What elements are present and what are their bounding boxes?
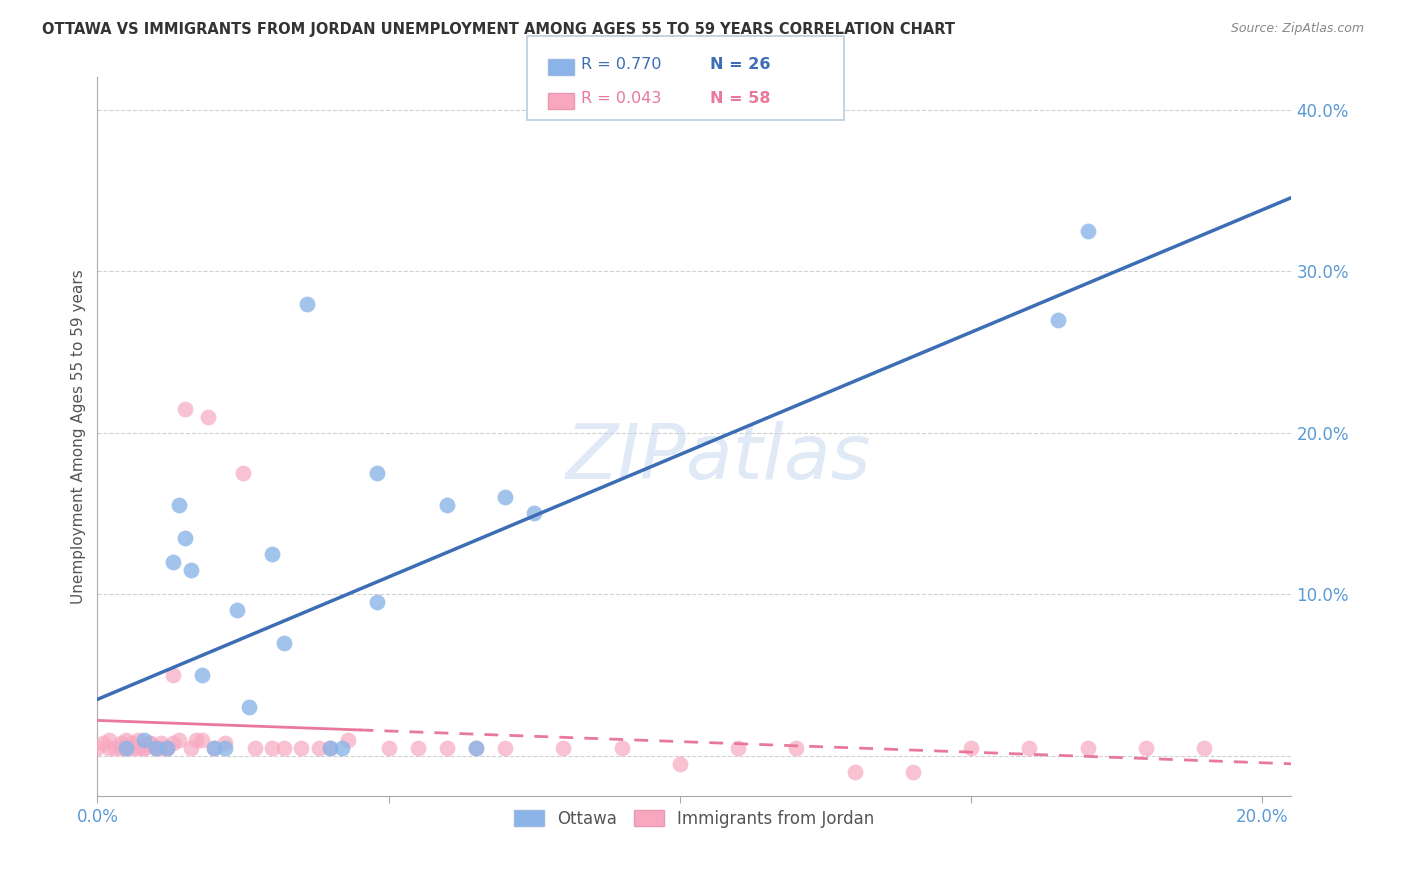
Point bbox=[156, 740, 179, 755]
Point bbox=[162, 668, 184, 682]
Point bbox=[167, 499, 190, 513]
Point bbox=[115, 740, 138, 755]
Point bbox=[121, 736, 143, 750]
Point bbox=[262, 547, 284, 561]
Point bbox=[319, 740, 342, 755]
Point bbox=[669, 756, 692, 771]
Point bbox=[273, 635, 295, 649]
Point bbox=[436, 740, 458, 755]
Text: Source: ZipAtlas.com: Source: ZipAtlas.com bbox=[1230, 22, 1364, 36]
Point bbox=[127, 740, 149, 755]
Point bbox=[1018, 740, 1040, 755]
Point bbox=[366, 466, 388, 480]
Point bbox=[145, 740, 167, 755]
Point bbox=[98, 732, 121, 747]
Point bbox=[202, 740, 225, 755]
Point bbox=[1135, 740, 1157, 755]
Point bbox=[494, 491, 516, 505]
Point bbox=[214, 740, 236, 755]
Point bbox=[1192, 740, 1215, 755]
Point bbox=[308, 740, 330, 755]
Point bbox=[1077, 740, 1099, 755]
Point bbox=[132, 740, 155, 755]
Point bbox=[110, 740, 132, 755]
Point bbox=[494, 740, 516, 755]
Text: ZIPatlas: ZIPatlas bbox=[565, 421, 870, 495]
Text: R = 0.043: R = 0.043 bbox=[581, 91, 661, 105]
Point bbox=[336, 732, 359, 747]
Point bbox=[1077, 224, 1099, 238]
Point bbox=[162, 555, 184, 569]
Point bbox=[115, 732, 138, 747]
Text: OTTAWA VS IMMIGRANTS FROM JORDAN UNEMPLOYMENT AMONG AGES 55 TO 59 YEARS CORRELAT: OTTAWA VS IMMIGRANTS FROM JORDAN UNEMPLO… bbox=[42, 22, 955, 37]
Point bbox=[436, 499, 458, 513]
Point bbox=[785, 740, 807, 755]
Point bbox=[115, 740, 138, 755]
Point bbox=[132, 732, 155, 747]
Point bbox=[366, 595, 388, 609]
Point bbox=[406, 740, 429, 755]
Text: N = 58: N = 58 bbox=[710, 91, 770, 105]
Text: R = 0.770: R = 0.770 bbox=[581, 57, 661, 71]
Point bbox=[180, 563, 202, 577]
Point bbox=[844, 764, 866, 779]
Point bbox=[150, 736, 173, 750]
Point bbox=[1047, 312, 1070, 326]
Point bbox=[262, 740, 284, 755]
Point bbox=[727, 740, 749, 755]
Point bbox=[180, 740, 202, 755]
Point bbox=[167, 732, 190, 747]
Point bbox=[377, 740, 399, 755]
Point bbox=[132, 740, 155, 755]
Point bbox=[214, 736, 236, 750]
Point bbox=[86, 740, 108, 755]
Point bbox=[104, 740, 127, 755]
Point bbox=[191, 732, 214, 747]
Point bbox=[162, 736, 184, 750]
Point bbox=[610, 740, 633, 755]
Point bbox=[121, 740, 143, 755]
Point bbox=[127, 732, 149, 747]
Point bbox=[110, 736, 132, 750]
Point bbox=[319, 740, 342, 755]
Point bbox=[191, 668, 214, 682]
Text: N = 26: N = 26 bbox=[710, 57, 770, 71]
Point bbox=[98, 740, 121, 755]
Point bbox=[173, 401, 195, 416]
Point bbox=[150, 740, 173, 755]
Point bbox=[145, 740, 167, 755]
Point bbox=[901, 764, 924, 779]
Point bbox=[156, 740, 179, 755]
Point bbox=[145, 740, 167, 755]
Legend: Ottawa, Immigrants from Jordan: Ottawa, Immigrants from Jordan bbox=[508, 803, 882, 835]
Point bbox=[273, 740, 295, 755]
Point bbox=[139, 736, 162, 750]
Y-axis label: Unemployment Among Ages 55 to 59 years: Unemployment Among Ages 55 to 59 years bbox=[72, 269, 86, 604]
Point bbox=[156, 740, 179, 755]
Point bbox=[232, 466, 254, 480]
Point bbox=[91, 736, 114, 750]
Point bbox=[465, 740, 488, 755]
Point bbox=[243, 740, 266, 755]
Point bbox=[202, 740, 225, 755]
Point bbox=[553, 740, 575, 755]
Point bbox=[186, 732, 208, 747]
Point bbox=[238, 700, 260, 714]
Point bbox=[960, 740, 983, 755]
Point bbox=[295, 296, 318, 310]
Point bbox=[330, 740, 353, 755]
Point bbox=[290, 740, 312, 755]
Point bbox=[226, 603, 249, 617]
Point bbox=[173, 531, 195, 545]
Point bbox=[139, 736, 162, 750]
Point bbox=[523, 507, 546, 521]
Point bbox=[197, 409, 219, 424]
Point bbox=[465, 740, 488, 755]
